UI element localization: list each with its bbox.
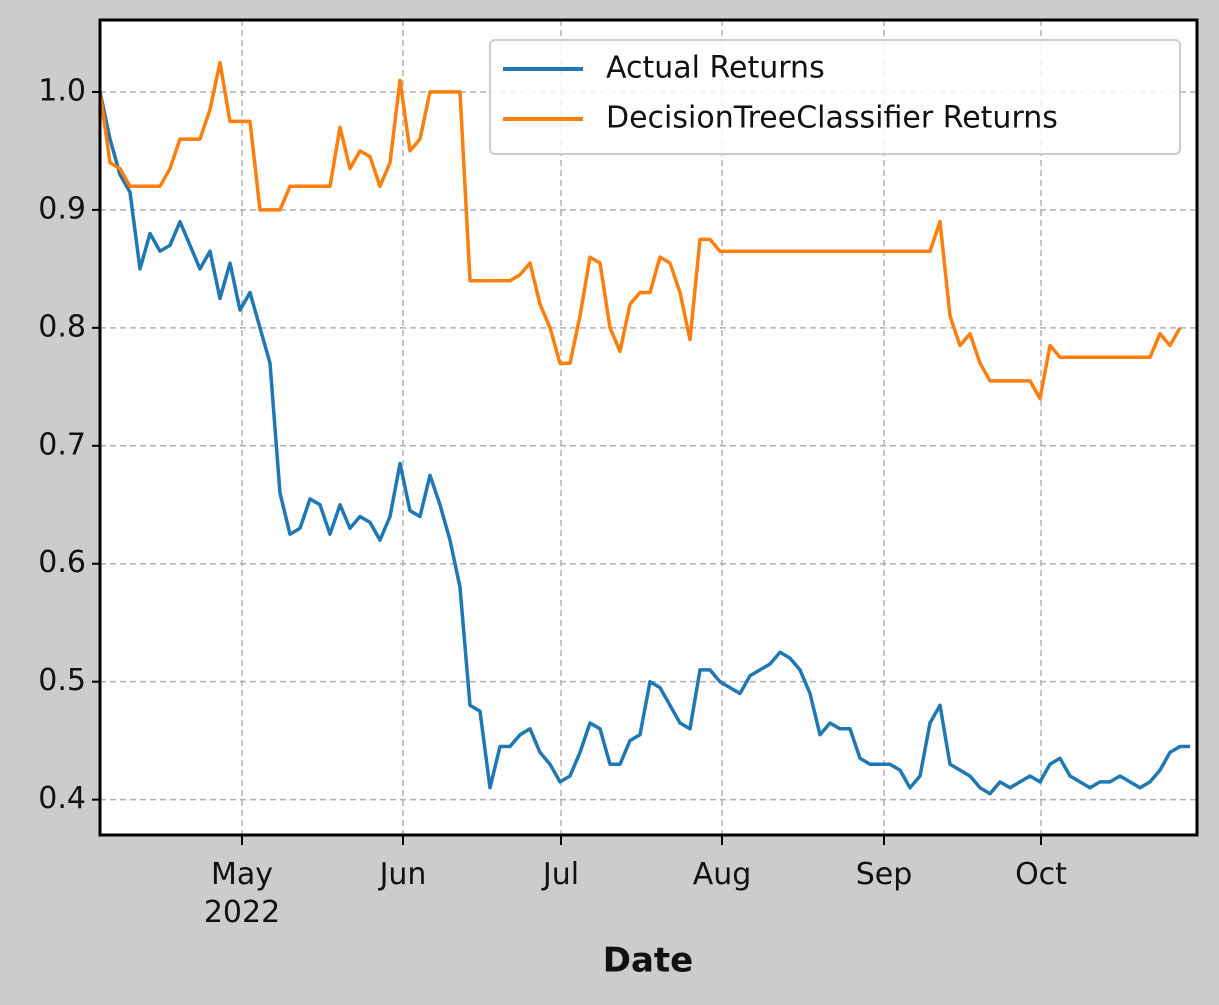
y-tick-label: 0.7 bbox=[38, 427, 86, 462]
plot-area bbox=[100, 20, 1197, 835]
grid bbox=[100, 20, 1197, 835]
legend-box bbox=[489, 39, 1181, 155]
legend: Actual Returns DecisionTreeClassifier Ret… bbox=[489, 39, 1181, 155]
x-tick-label: Jun bbox=[378, 857, 427, 892]
plot-frame bbox=[98, 18, 1199, 837]
y-tick-label: 1.0 bbox=[38, 73, 86, 108]
ticks: 0.4 0.5 0.6 0.7 0.8 0.9 1.0 May 2022 Jun Jul Aug Sep… bbox=[38, 73, 1067, 929]
x-axis-label: Date bbox=[603, 941, 693, 981]
x-tick-label: Sep bbox=[856, 857, 913, 892]
lines bbox=[98, 60, 1190, 796]
x-tick-label: Aug bbox=[693, 857, 752, 892]
x-tick-label: Jul bbox=[541, 857, 579, 892]
y-tick-label: 0.9 bbox=[38, 191, 86, 226]
legend-label: DecisionTreeClassifier Returns bbox=[606, 101, 1058, 136]
y-tick-label: 0.4 bbox=[38, 781, 86, 816]
legend-label: Actual Returns bbox=[606, 51, 825, 86]
x-tick-label: Oct bbox=[1015, 857, 1067, 892]
line bbox=[98, 91, 1190, 796]
y-tick-label: 0.5 bbox=[38, 663, 86, 698]
y-tick-label: 0.8 bbox=[38, 309, 86, 344]
x-tick-label: May 2022 bbox=[204, 857, 280, 930]
y-tick-label: 0.6 bbox=[38, 545, 86, 580]
line bbox=[98, 60, 1182, 401]
